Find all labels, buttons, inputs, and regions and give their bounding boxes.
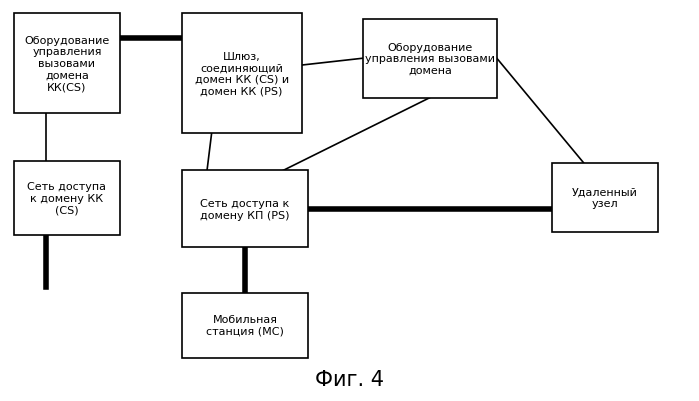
Text: Сеть доступа к
домену КП (PS): Сеть доступа к домену КП (PS)	[201, 198, 290, 220]
FancyBboxPatch shape	[363, 20, 497, 98]
FancyBboxPatch shape	[182, 171, 308, 248]
Text: Фиг. 4: Фиг. 4	[315, 369, 384, 389]
FancyBboxPatch shape	[14, 14, 120, 114]
Text: Мобильная
станция (МС): Мобильная станция (МС)	[206, 314, 284, 336]
FancyBboxPatch shape	[14, 161, 120, 236]
Text: Шлюз,
соединяющий
домен КК (CS) и
домен КК (PS): Шлюз, соединяющий домен КК (CS) и домен …	[194, 51, 289, 96]
Text: Оборудование
управления
вызовами
домена
КК(CS): Оборудование управления вызовами домена …	[24, 36, 110, 92]
FancyBboxPatch shape	[182, 14, 301, 134]
Text: Сеть доступа
к домену КК
(CS): Сеть доступа к домену КК (CS)	[27, 182, 106, 215]
FancyBboxPatch shape	[552, 163, 658, 232]
Text: Оборудование
управления вызовами
домена: Оборудование управления вызовами домена	[365, 43, 495, 75]
FancyBboxPatch shape	[182, 293, 308, 358]
Text: Удаленный
узел: Удаленный узел	[572, 187, 637, 209]
